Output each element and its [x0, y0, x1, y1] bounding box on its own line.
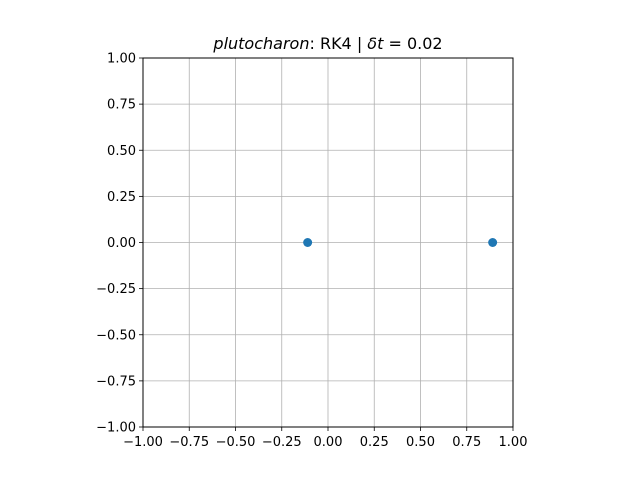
y-tick-label: 0.25: [107, 190, 136, 205]
x-tick-label: 0.00: [314, 435, 343, 450]
x-tick-label: 0.75: [452, 435, 481, 450]
y-tick-label: −0.50: [96, 328, 136, 343]
y-tick-label: 0.50: [107, 144, 136, 159]
y-tick-label: −0.25: [96, 282, 136, 297]
x-tick-label: −0.50: [216, 435, 256, 450]
chart-title: plutocharon: RK4 | δt = 0.02: [212, 34, 442, 53]
x-tick-label: −0.75: [169, 435, 209, 450]
title-delta: δ: [367, 34, 377, 53]
y-tick-label: −0.75: [96, 374, 136, 389]
data-point: [303, 238, 313, 247]
y-tick-label: 0.75: [107, 98, 136, 113]
y-tick-label: −1.00: [96, 421, 136, 436]
title-t: t: [377, 34, 384, 53]
axes-frame: [142, 57, 514, 428]
x-tick-label: −0.25: [262, 435, 302, 450]
title-rest: : RK4 |: [309, 34, 367, 53]
grid: [142, 57, 514, 428]
x-tick-label: −1.00: [123, 435, 163, 450]
data-point: [488, 238, 498, 247]
title-eq: = 0.02: [383, 34, 442, 53]
y-tick-label: 0.00: [107, 236, 136, 251]
x-tick-label: 1.00: [499, 435, 528, 450]
data-points: [303, 238, 498, 247]
x-tick-label: 0.25: [360, 435, 389, 450]
y-tick-label: 1.00: [107, 52, 136, 67]
title-italic: plutocharon: [212, 34, 309, 53]
ticks: −1.00 −0.75 −0.50 −0.25 0.00 0.25 0.50 0.75 1.00…: [96, 52, 527, 451]
x-tick-label: 0.50: [406, 435, 435, 450]
